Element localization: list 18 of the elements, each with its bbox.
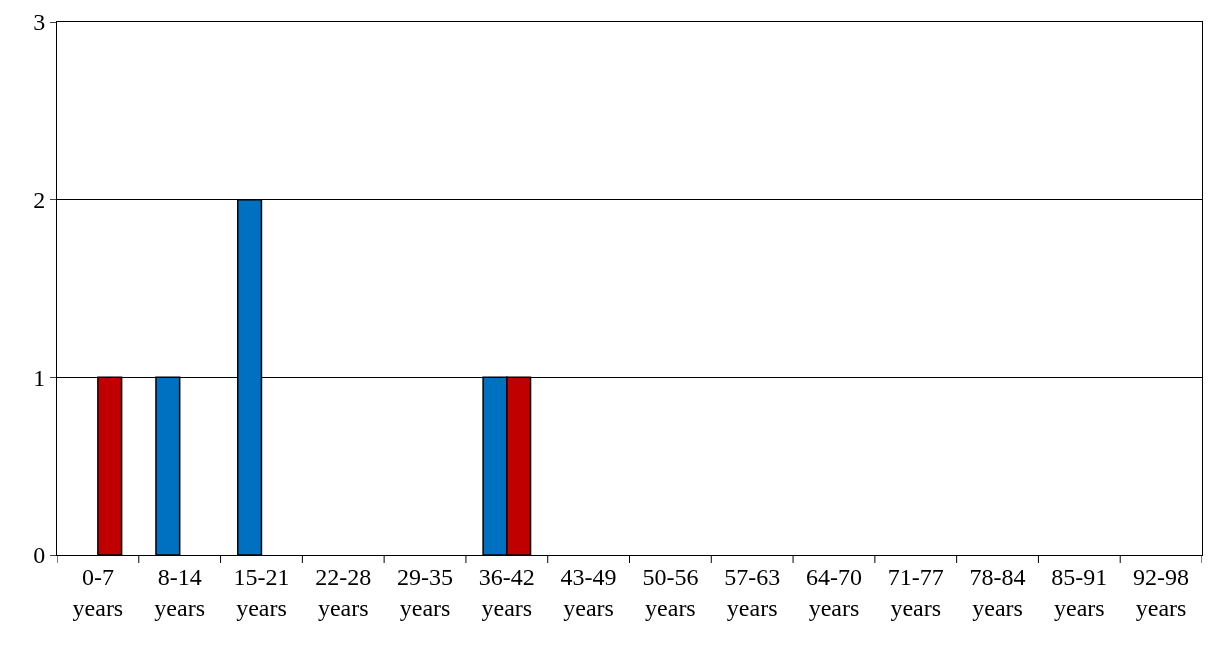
x-tick-label: 0-7 years	[72, 563, 124, 621]
x-tick-label: 22-28 years	[315, 563, 372, 621]
x-tick-label: 57-63 years	[724, 563, 781, 621]
x-tick-label: 92-98 years	[1133, 563, 1190, 621]
x-tick-label: 71-77 years	[887, 563, 944, 621]
y-tick-label: 3	[33, 9, 46, 36]
x-tick-label: 50-56 years	[642, 563, 699, 621]
y-tick-label: 0	[33, 542, 46, 569]
y-tick-label: 1	[33, 364, 46, 391]
x-tick-label: 8-14 years	[154, 563, 205, 621]
x-tick-label: 78-84 years	[969, 563, 1026, 621]
x-tick-label: 29-35 years	[397, 563, 454, 621]
x-tick-label: 64-70 years	[805, 563, 862, 621]
x-tick-label: 15-21 years	[233, 563, 290, 621]
x-tick-label: 36-42 years	[478, 563, 535, 621]
x-tick-label: 43-49 years	[560, 563, 617, 621]
x-tick-label: 85-91 years	[1051, 563, 1108, 621]
y-tick-label: 2	[33, 187, 46, 214]
